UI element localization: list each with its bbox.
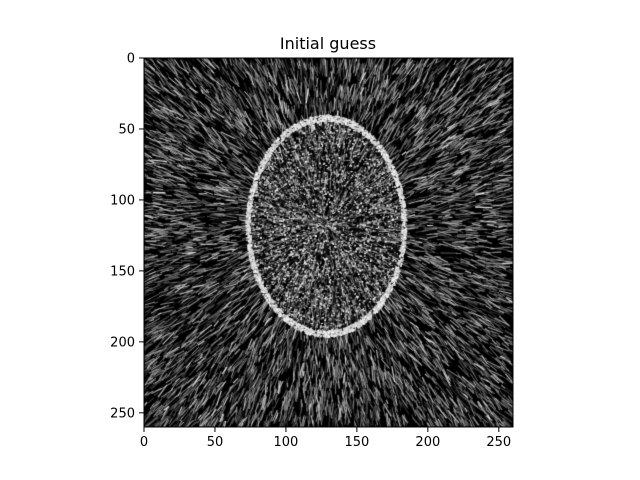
x-axis: 0 50 100 150 200 250 bbox=[140, 427, 511, 450]
chart-title: Initial guess bbox=[280, 34, 376, 53]
y-tick-label: 150 bbox=[110, 264, 135, 279]
x-tick-label: 250 bbox=[486, 435, 511, 450]
x-tick-label: 0 bbox=[140, 435, 148, 450]
x-tick-label: 200 bbox=[415, 435, 440, 450]
heatmap-image bbox=[144, 58, 513, 427]
x-tick-label: 50 bbox=[207, 435, 224, 450]
y-tick-label: 100 bbox=[110, 193, 135, 208]
y-tick-label: 250 bbox=[110, 406, 135, 421]
y-tick-label: 200 bbox=[110, 335, 135, 350]
axes-frame bbox=[143, 57, 514, 428]
y-tick-label: 50 bbox=[118, 122, 135, 137]
y-axis: 0 50 100 150 200 250 bbox=[110, 52, 144, 421]
y-tick-label: 0 bbox=[127, 52, 135, 67]
x-tick-label: 150 bbox=[344, 435, 369, 450]
x-tick-label: 100 bbox=[274, 435, 299, 450]
